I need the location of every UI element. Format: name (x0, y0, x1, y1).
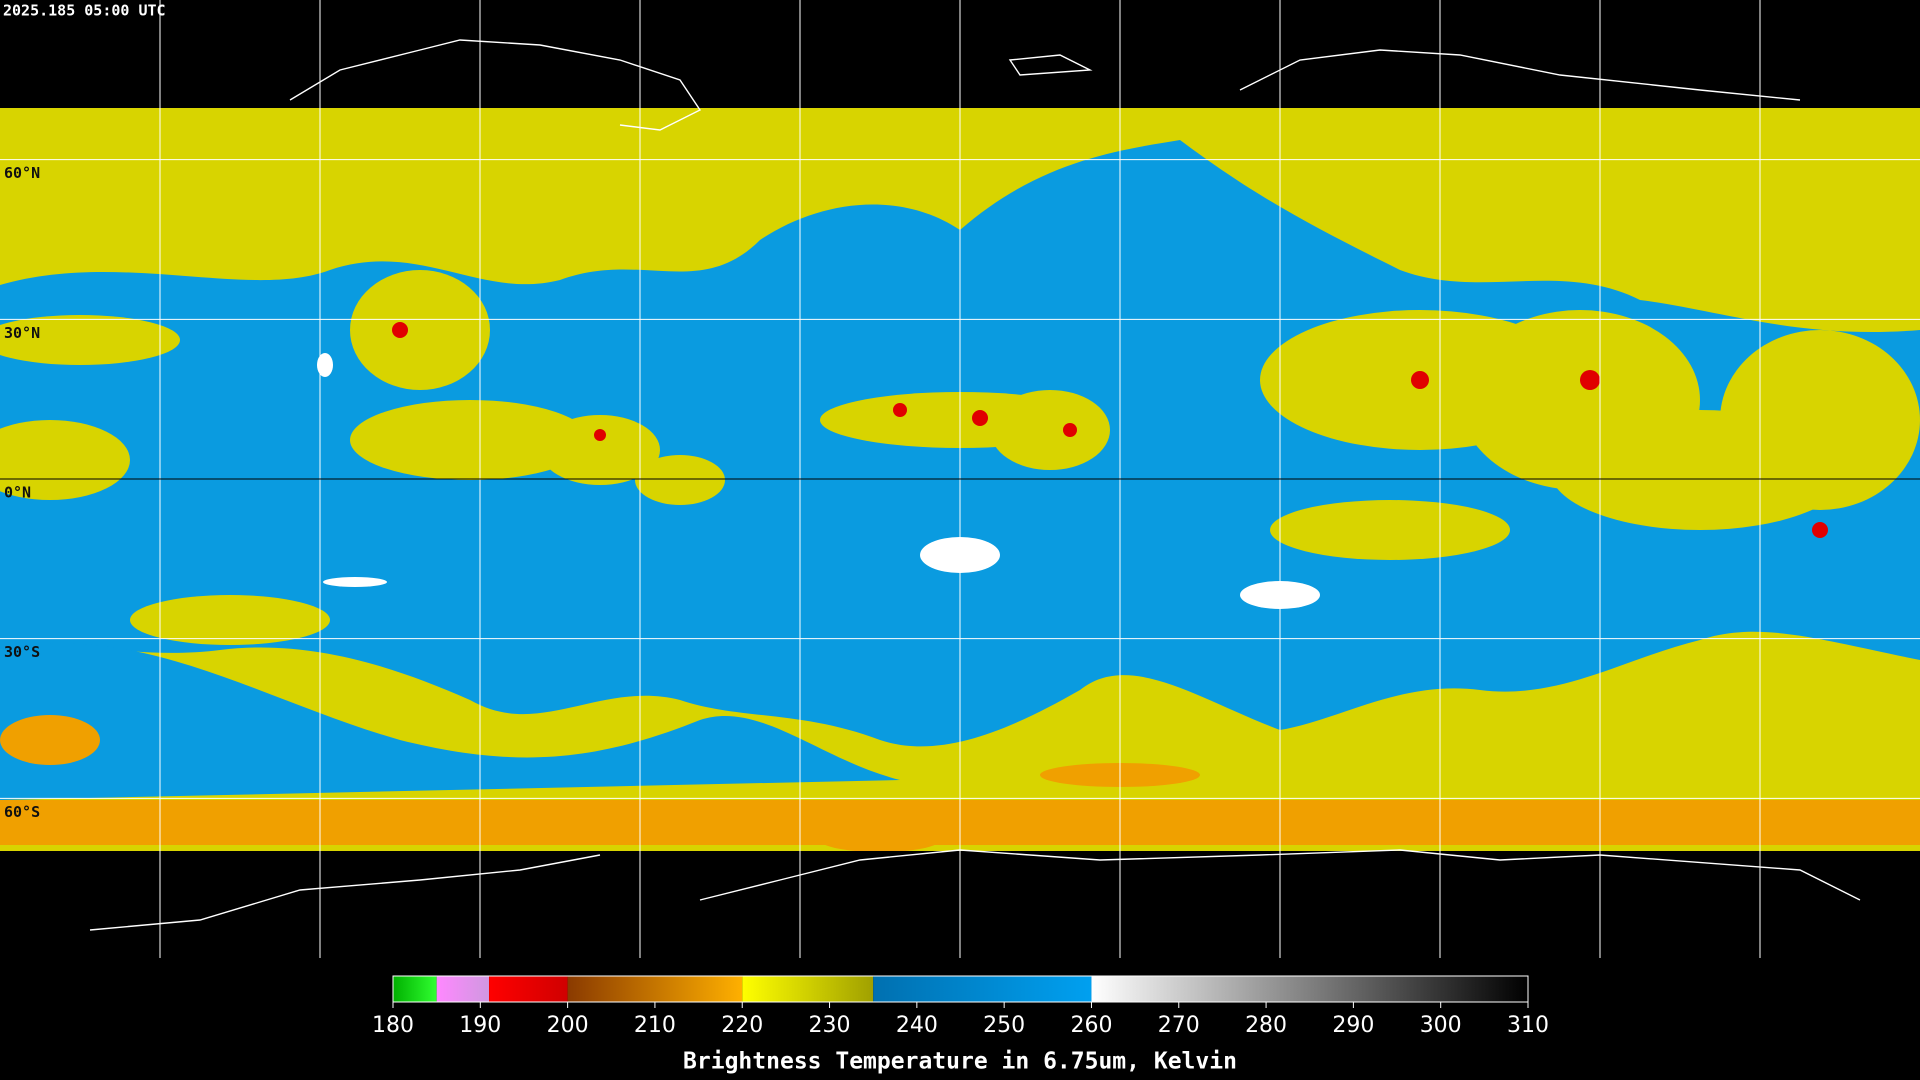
colorbar-tick-label: 230 (809, 1013, 851, 1038)
lat-label: 30°S (4, 643, 40, 661)
colorbar-segment (489, 976, 568, 1002)
colorbar-tick-label: 300 (1420, 1013, 1462, 1038)
timestamp: 2025.185 05:00 UTC (3, 2, 166, 20)
colorbar-tick-label: 210 (634, 1013, 676, 1038)
colorbar-tick-label: 280 (1245, 1013, 1287, 1038)
deep-convection (392, 322, 1828, 538)
colorbar-tick-label: 270 (1158, 1013, 1200, 1038)
colorbar-tick-label: 220 (721, 1013, 763, 1038)
colorbar: 180 190 200 210 220 230 240 250 260 270 280 290 300 3… (372, 975, 1549, 1075)
colorbar-tick-label: 240 (896, 1013, 938, 1038)
colorbar-segment (873, 976, 1092, 1002)
colorbar-tick-label: 250 (983, 1013, 1025, 1038)
colorbar-frame (392, 975, 1529, 1003)
colorbar-tick-label: 260 (1070, 1013, 1112, 1038)
colorbar-tick-label: 290 (1332, 1013, 1374, 1038)
colorbar-tick-label: 310 (1507, 1013, 1549, 1038)
dry-air-region (0, 643, 900, 800)
colorbar-title: Brightness Temperature in 6.75um, Kelvin (683, 1049, 1237, 1075)
colorbar-segment (567, 976, 743, 1002)
colorbar-segment (436, 976, 490, 1002)
colorbar-segment (1091, 976, 1528, 1002)
convective-clouds (0, 270, 1920, 645)
colorbar-segment (393, 976, 437, 1002)
lat-label: 60°S (4, 803, 40, 821)
colorbar-tick-label: 200 (547, 1013, 589, 1038)
lat-label: 0°N (4, 484, 31, 502)
colorbar-segment (742, 976, 874, 1002)
lat-label: 60°N (4, 164, 40, 182)
graticule (0, 0, 1920, 958)
colorbar-tick-label: 180 (372, 1013, 414, 1038)
lat-labels: 60°N 30°N 0°N 30°S 60°S (4, 164, 40, 821)
lat-label: 30°N (4, 324, 40, 342)
coastlines (89, 39, 1861, 931)
colorbar-tick-label: 190 (459, 1013, 501, 1038)
